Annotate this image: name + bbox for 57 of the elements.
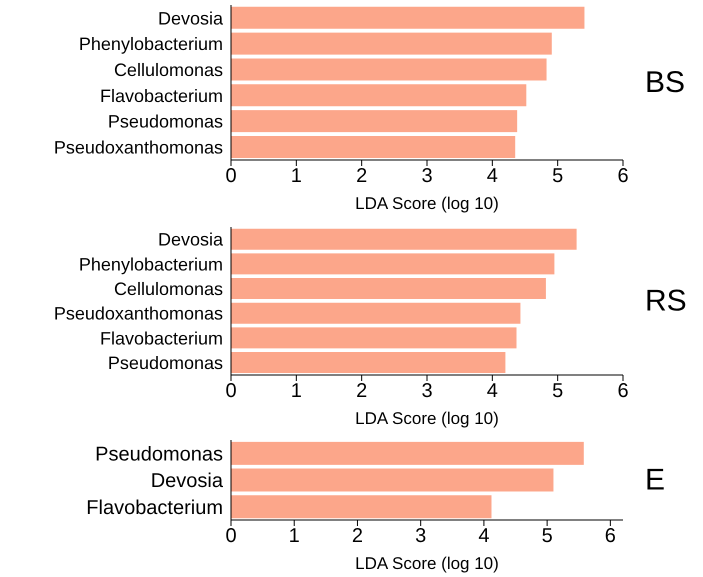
bar [231,468,554,492]
bar [231,278,546,300]
x-tick-label: 0 [225,525,237,548]
y-tick-label: Devosia [150,470,224,492]
x-tick-label: 2 [356,380,368,402]
bar [231,302,520,324]
y-tick-label: Flavobacterium [86,496,223,519]
bar [231,32,552,55]
x-tick-label: 3 [421,165,433,188]
x-tick-label: 0 [225,380,237,402]
bar [231,136,516,158]
text: RS [645,284,687,318]
bar [231,228,577,250]
x-tick-label: 0 [225,165,237,188]
y-tick-label: Flavobacterium [100,328,223,348]
x-axis-title: LDA Score (log 10) [355,409,499,428]
bar [231,253,554,274]
y-tick-label: Pseudomonas [95,443,223,466]
y-tick-label: Pseudoxanthomonas [54,304,223,324]
x-tick-label: 4 [478,525,490,548]
x-tick-label: 1 [288,525,300,548]
y-tick-label: Phenylobacterium [78,254,223,274]
y-tick-label: Devosia [158,8,224,28]
bar [231,6,584,29]
y-tick-label: Pseudoxanthomonas [54,137,223,158]
x-tick-label: 3 [415,525,426,548]
x-tick-label: 6 [617,165,629,188]
bar [231,58,547,80]
x-tick-label: 2 [352,525,364,548]
x-tick-label: 4 [486,380,498,402]
y-tick-label: Cellulomonas [114,60,223,80]
y-tick-label: Pseudomonas [108,353,223,374]
bar [231,442,584,465]
x-tick-label: 2 [356,165,368,188]
x-tick-label: 5 [552,165,564,188]
y-tick-label: Cellulomonas [114,279,223,300]
x-tick-label: 6 [604,525,616,548]
y-tick-label: Flavobacterium [100,86,223,106]
bar [231,84,526,106]
x-tick-label: 3 [421,380,433,402]
x-tick-label: 5 [552,380,564,402]
bar [231,352,506,374]
x-tick-label: 4 [486,165,498,188]
x-tick-label: 1 [290,380,302,402]
x-tick-label: 6 [617,380,629,402]
x-tick-label: 5 [542,525,553,548]
y-tick-label: Phenylobacterium [78,34,223,54]
bar [231,495,492,518]
x-axis-title: LDA Score (log 10) [355,194,499,213]
y-tick-label: Pseudomonas [108,112,223,132]
x-axis-title: LDA Score (log 10) [355,554,499,573]
x-tick-label: 1 [290,165,302,188]
y-tick-label: Devosia [158,230,224,250]
bar [231,110,518,132]
bar [231,327,517,348]
text: BS [645,66,686,99]
text: E [645,464,666,496]
